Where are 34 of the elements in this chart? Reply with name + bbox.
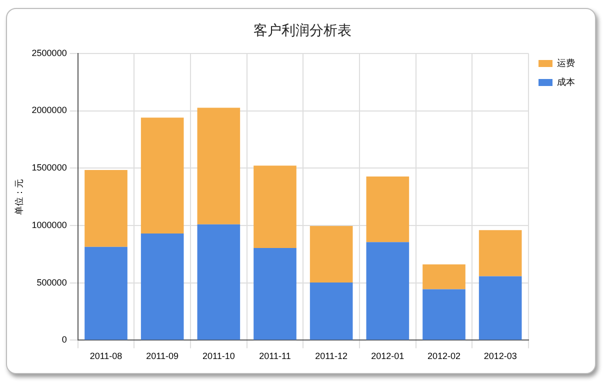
legend-label: 成本 [557,76,575,87]
bar [422,264,466,290]
y-tick-label: 500000 [36,277,67,288]
bar [254,248,296,340]
y-tick-label: 1500000 [32,162,67,173]
bar [197,224,240,340]
x-tick-label: 2012-02 [427,351,461,362]
bar [310,226,353,282]
y-tick-label: 1000000 [32,220,67,230]
x-tick-label: 2012-03 [484,351,517,362]
chart-title: 客户利润分析表 [252,22,352,40]
bar [422,289,466,340]
y-tick-label: 2500000 [32,48,67,58]
y-axis-title: 单位：元 [14,178,24,215]
x-tick-label: 2012-01 [371,351,404,362]
x-tick-label: 2011-11 [259,351,291,362]
x-tick-label: 2011-08 [90,351,122,362]
bar [478,230,522,276]
y-tick-label: 2000000 [32,105,67,116]
x-tick-label: 2011-10 [202,351,235,362]
x-tick-label: 2011-09 [146,351,179,362]
bar [366,176,410,242]
bar [84,246,128,340]
bar [140,234,184,340]
bar [310,282,353,340]
bar [140,118,184,234]
x-tick-label: 2011-12 [315,351,348,362]
bar [84,170,128,247]
bar [197,108,240,224]
legend-label: 运费 [557,58,575,68]
bar [478,276,522,340]
bar [254,166,296,248]
y-tick-label: 0 [62,334,67,345]
bar [366,242,410,340]
